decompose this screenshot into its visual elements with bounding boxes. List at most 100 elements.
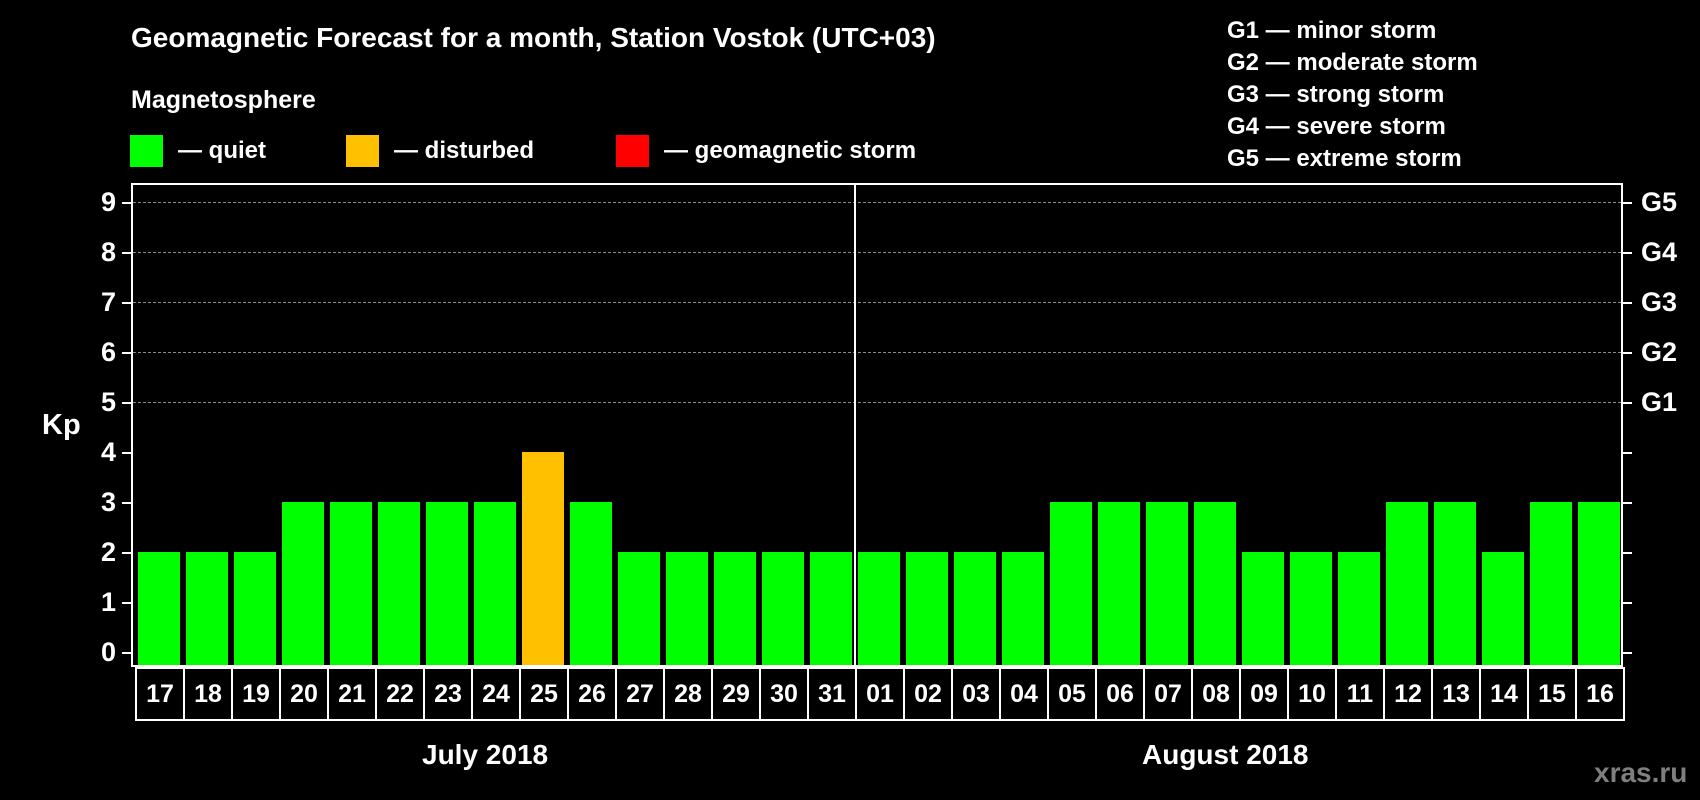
y-tick-label: 4 (100, 437, 116, 467)
grid-line (133, 302, 1621, 303)
day-label-20: 20 (279, 667, 327, 721)
y-tick-right (1623, 202, 1632, 204)
bar-03 (954, 552, 996, 667)
bar-25 (522, 452, 564, 667)
day-label-06: 06 (1095, 667, 1143, 721)
bar-07 (1146, 502, 1188, 667)
section-label: Magnetosphere (131, 86, 316, 114)
bar-13 (1434, 502, 1476, 667)
y-tick-label: 6 (100, 337, 116, 367)
legend-swatch-disturbed (346, 135, 379, 167)
y-tick-left (122, 352, 131, 354)
bar-15 (1530, 502, 1572, 667)
g-scale-label-g2: G2 (1641, 337, 1678, 367)
day-label-21: 21 (327, 667, 375, 721)
g-scale-legend: G1 — minor storm G2 — moderate storm G3 … (1227, 15, 1478, 175)
y-tick-label: 5 (100, 387, 116, 417)
y-tick-label: 0 (100, 637, 116, 667)
g-legend-g5: G5 — extreme storm (1227, 145, 1462, 172)
legend-item-disturbed: — disturbed (346, 135, 534, 167)
day-label-02: 02 (903, 667, 951, 721)
bar-29 (714, 552, 756, 667)
y-tick-right (1623, 402, 1632, 404)
legend-swatch-storm (616, 135, 649, 167)
bar-02 (906, 552, 948, 667)
day-label-28: 28 (663, 667, 711, 721)
y-tick-left (122, 652, 131, 654)
bar-21 (330, 502, 372, 667)
day-label-08: 08 (1191, 667, 1239, 721)
y-tick-right (1623, 452, 1632, 454)
bar-27 (618, 552, 660, 667)
day-label-07: 07 (1143, 667, 1191, 721)
bar-09 (1242, 552, 1284, 667)
day-label-27: 27 (615, 667, 663, 721)
bar-30 (762, 552, 804, 667)
day-label-03: 03 (951, 667, 999, 721)
legend-label-disturbed: — disturbed (394, 137, 535, 164)
day-label-24: 24 (471, 667, 519, 721)
y-tick-label: 1 (100, 587, 116, 617)
legend-label-storm: — geomagnetic storm (664, 137, 917, 164)
legend-item-quiet: — quiet (130, 135, 266, 167)
grid-line (133, 252, 1621, 253)
y-tick-right (1623, 552, 1632, 554)
watermark: xras.ru (1594, 757, 1688, 788)
day-label-31: 31 (807, 667, 855, 721)
y-tick-right (1623, 352, 1632, 354)
day-label-23: 23 (423, 667, 471, 721)
chart-title: Geomagnetic Forecast for a month, Statio… (131, 22, 936, 53)
day-label-11: 11 (1335, 667, 1383, 721)
y-tick-left (122, 252, 131, 254)
g-scale-label-g1: G1 (1641, 387, 1678, 417)
grid-line (133, 352, 1621, 353)
y-tick-label: 8 (100, 237, 116, 267)
y-tick-right (1623, 252, 1632, 254)
y-tick-left (122, 452, 131, 454)
grid-line (133, 402, 1621, 403)
day-label-14: 14 (1479, 667, 1527, 721)
bar-16 (1578, 502, 1620, 667)
month-divider (854, 185, 856, 667)
bar-14 (1482, 552, 1524, 667)
day-label-04: 04 (999, 667, 1047, 721)
bar-28 (666, 552, 708, 667)
bar-01 (858, 552, 900, 667)
y-axis-label: Kp (42, 409, 81, 441)
bar-11 (1338, 552, 1380, 667)
g-scale-label-g5: G5 (1641, 187, 1678, 217)
day-label-15: 15 (1527, 667, 1575, 721)
day-label-10: 10 (1287, 667, 1335, 721)
g-legend-g1: G1 — minor storm (1227, 17, 1437, 44)
g-legend-g4: G4 — severe storm (1227, 113, 1446, 140)
day-label-05: 05 (1047, 667, 1095, 721)
y-tick-right (1623, 602, 1632, 604)
y-tick-label: 7 (100, 287, 116, 317)
bar-23 (426, 502, 468, 667)
y-tick-right (1623, 652, 1632, 654)
day-label-30: 30 (759, 667, 807, 721)
legend-swatch-quiet (130, 135, 163, 167)
y-tick-left (122, 302, 131, 304)
bar-18 (186, 552, 228, 667)
g-scale-label-g4: G4 (1641, 237, 1678, 267)
bar-20 (282, 502, 324, 667)
y-tick-left (122, 402, 131, 404)
y-tick-label: 3 (100, 487, 116, 517)
day-label-16: 16 (1575, 667, 1625, 721)
day-label-29: 29 (711, 667, 759, 721)
legend-label-quiet: — quiet (178, 137, 266, 164)
bar-26 (570, 502, 612, 667)
bar-22 (378, 502, 420, 667)
legend-item-storm: — geomagnetic storm (616, 135, 916, 167)
bar-19 (234, 552, 276, 667)
y-tick-left (122, 502, 131, 504)
y-tick-left (122, 602, 131, 604)
g-scale-label-g3: G3 (1641, 287, 1678, 317)
plot-area (131, 183, 1623, 667)
y-tick-left (122, 552, 131, 554)
day-label-19: 19 (231, 667, 279, 721)
bar-08 (1194, 502, 1236, 667)
bar-12 (1386, 502, 1428, 667)
bar-17 (138, 552, 180, 667)
